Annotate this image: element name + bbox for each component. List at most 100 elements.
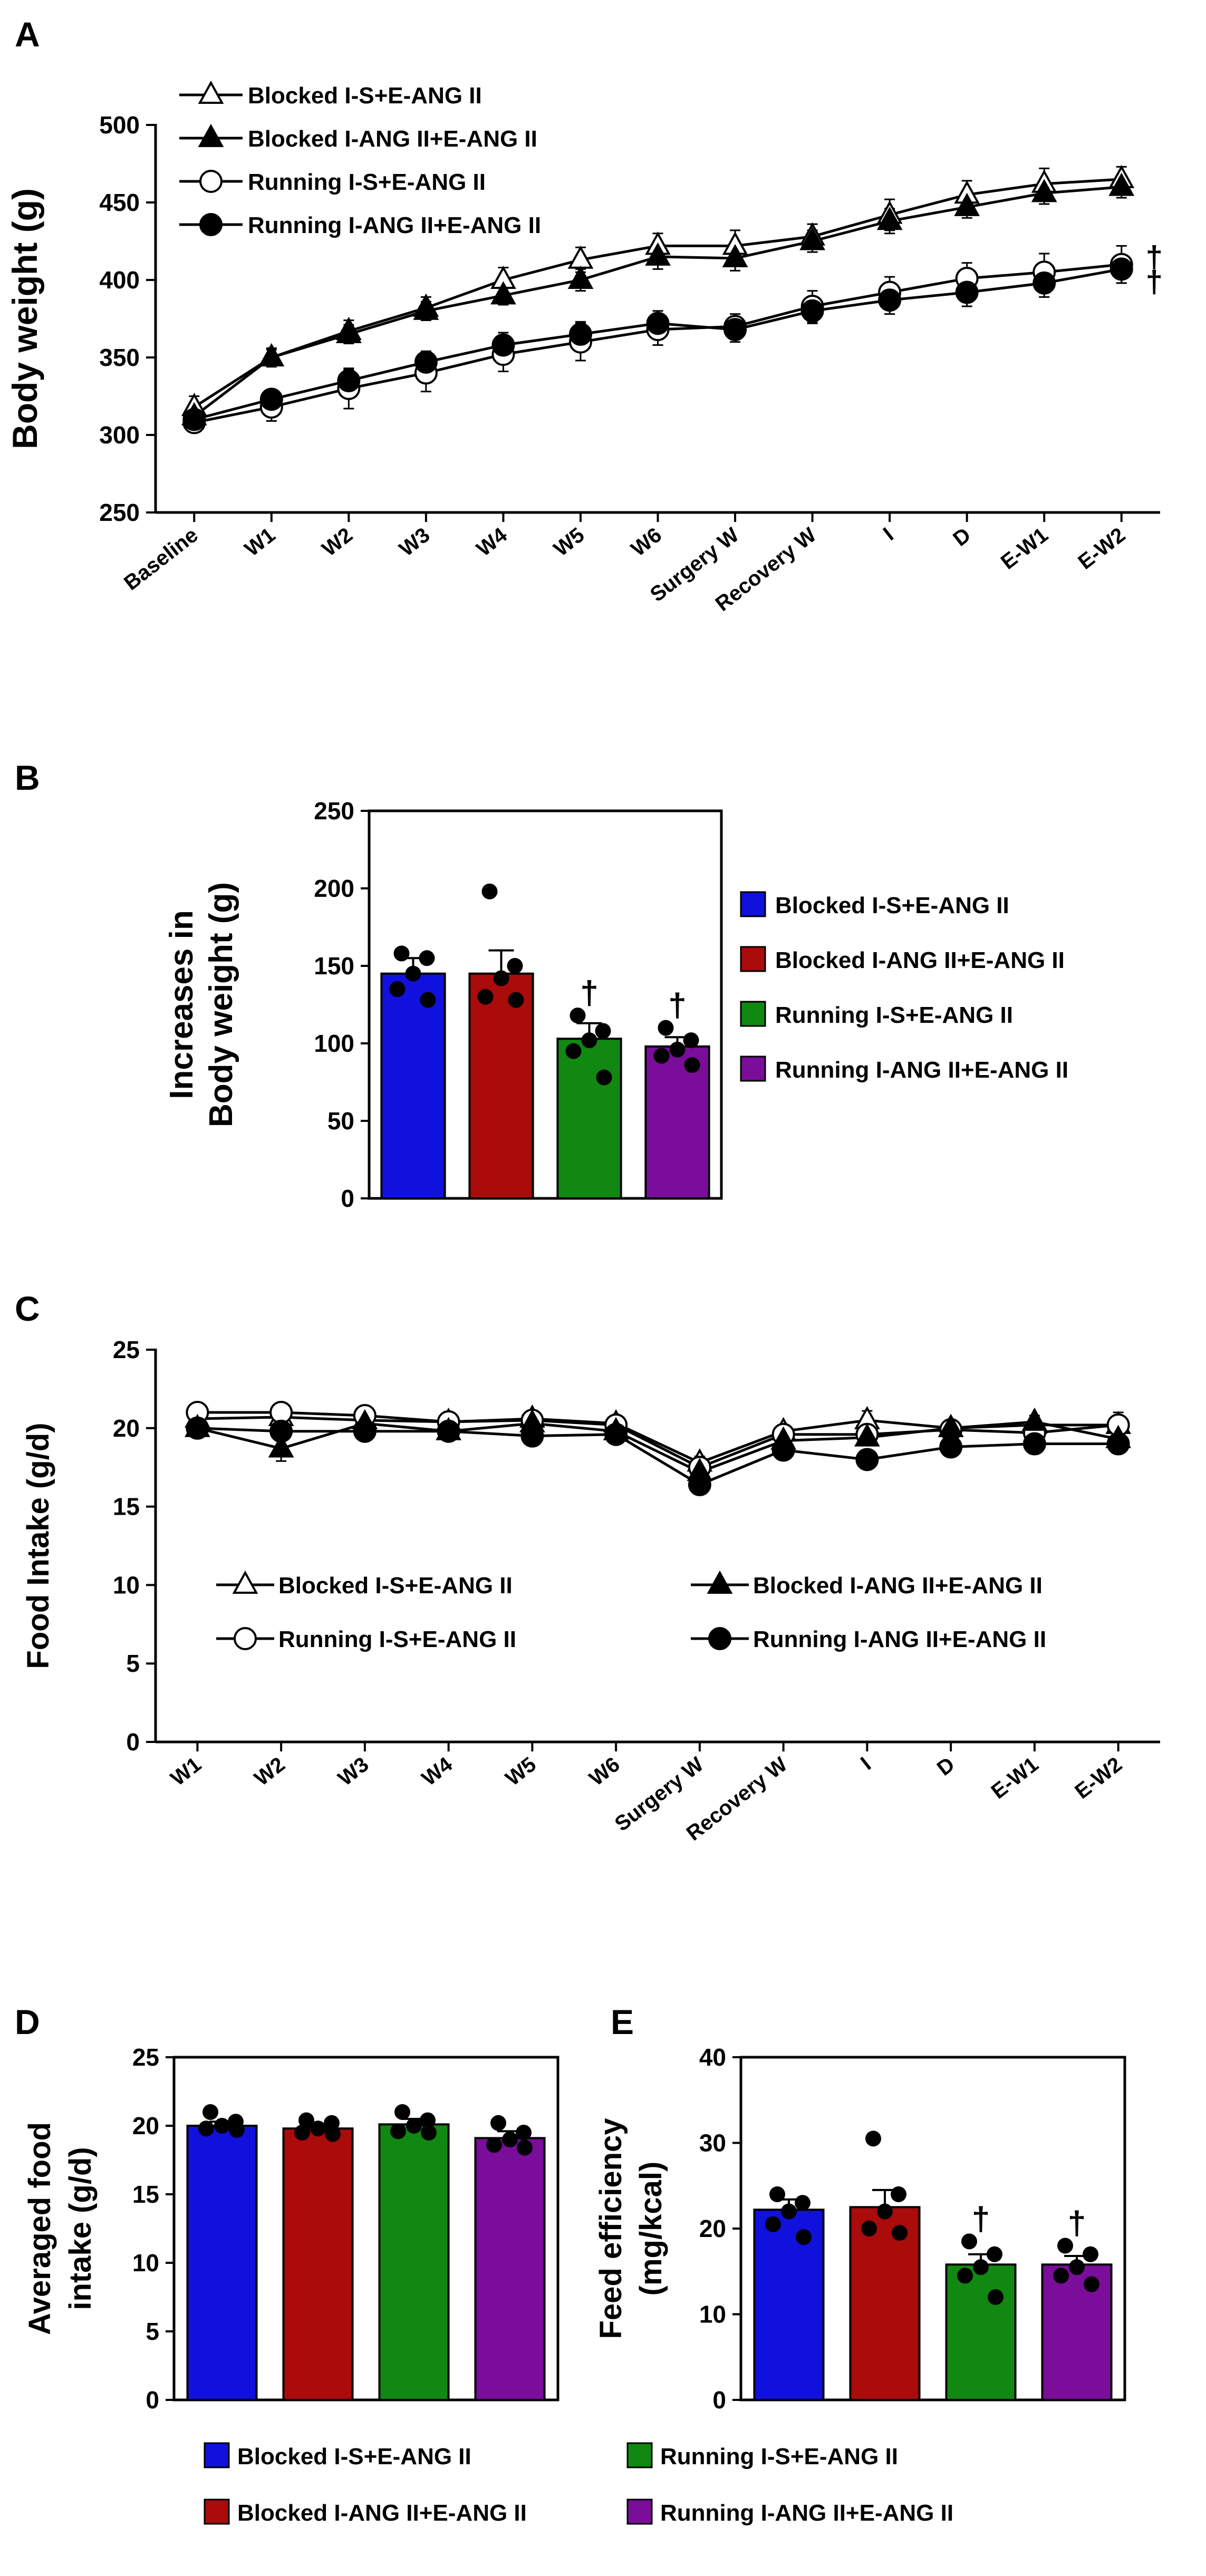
- panel-label-e: E: [611, 2002, 634, 2041]
- data-point: [855, 1448, 879, 1471]
- y-tick-label: 350: [99, 344, 140, 371]
- data-dot: [861, 2221, 877, 2236]
- data-dot: [421, 2125, 437, 2141]
- x-tick-label: D: [949, 523, 975, 550]
- legend-label: Blocked I-ANG II+E-ANG II: [248, 126, 537, 152]
- data-dot: [214, 2118, 230, 2134]
- data-point: [413, 296, 439, 320]
- y-tick-label: 30: [699, 2129, 726, 2157]
- data-point: [954, 192, 980, 216]
- data-dot: [389, 981, 406, 998]
- data-dot: [393, 945, 410, 962]
- y-tick-label: 250: [314, 797, 354, 825]
- legend-panel-de: Blocked I-S+E-ANG II Running I-S+E-ANG II…: [204, 2442, 953, 2526]
- legend-label: Blocked I-ANG II+E-ANG II: [753, 1573, 1043, 1599]
- y-tick-label: 15: [113, 1493, 140, 1521]
- data-dot: [796, 2229, 812, 2245]
- panel-label-c: C: [15, 1289, 40, 1328]
- x-tick-label: W2: [318, 523, 357, 561]
- data-point: [1031, 179, 1057, 202]
- x-tick-label: W3: [334, 1752, 373, 1790]
- data-point: [1108, 172, 1135, 196]
- y-tick-label: 15: [132, 2181, 159, 2208]
- data-point: [1109, 257, 1133, 281]
- legend-marker: [198, 80, 224, 104]
- legend-panel-b: Blocked I-S+E-ANG II Blocked I-ANG II+E-A…: [740, 891, 1068, 1083]
- legend-label: Running I-ANG II+E-ANG II: [660, 2500, 953, 2526]
- data-dot: [973, 2259, 989, 2275]
- data-point: [337, 369, 361, 393]
- data-dot: [581, 1032, 597, 1049]
- y-tick-label: 400: [99, 266, 140, 294]
- legend-label: Blocked I-S+E-ANG II: [237, 2444, 471, 2470]
- y-tick-label: 5: [126, 1650, 140, 1677]
- data-point: [645, 242, 671, 266]
- x-tick-label: W5: [501, 1752, 541, 1790]
- data-point: [722, 244, 748, 267]
- data-point: [259, 388, 283, 411]
- y-tick-label: 0: [146, 2386, 159, 2414]
- x-tick-label: W3: [395, 523, 434, 561]
- data-dot: [516, 2125, 532, 2141]
- legend-label: Running I-ANG II+E-ANG II: [248, 212, 541, 238]
- y-tick-label: 250: [99, 499, 140, 526]
- y-tick-label: 0: [126, 1728, 140, 1756]
- data-dot: [987, 2246, 1002, 2262]
- data-dot: [420, 992, 436, 1008]
- x-tick-label: W6: [627, 523, 666, 561]
- data-dot: [961, 2233, 977, 2250]
- y-tick-label: 20: [699, 2215, 726, 2242]
- y-tick-label: 0: [712, 2386, 726, 2414]
- legend-label: Blocked I-ANG II+E-ANG II: [237, 2500, 527, 2526]
- data-point: [1033, 271, 1056, 295]
- data-point: [258, 343, 285, 366]
- data-dot: [390, 2123, 406, 2139]
- data-dot: [477, 989, 494, 1005]
- data-dot: [781, 2203, 797, 2220]
- legend-swatch: [204, 2498, 230, 2525]
- significance-dagger: †: [972, 2201, 990, 2237]
- data-point: [646, 312, 670, 335]
- y-tick-label: 10: [113, 1571, 140, 1599]
- bar: [282, 2127, 354, 2401]
- y-tick-label: 25: [113, 1336, 140, 1363]
- data-dot: [294, 2125, 310, 2141]
- data-point: [414, 350, 438, 374]
- x-tick-label: W6: [585, 1752, 624, 1790]
- data-point: [854, 1423, 880, 1447]
- data-dot: [481, 883, 498, 899]
- series-line: [197, 1420, 1119, 1474]
- y-tick-label: 450: [99, 189, 140, 216]
- data-dot: [486, 2137, 502, 2153]
- data-dot: [669, 1041, 686, 1058]
- x-tick-label: E-W1: [987, 1752, 1043, 1803]
- data-dot: [394, 2104, 410, 2120]
- data-point: [688, 1473, 711, 1496]
- legend-marker: [199, 213, 223, 236]
- data-dot: [891, 2186, 906, 2202]
- legend-swatch: [740, 1055, 766, 1082]
- legend-label: Blocked I-S+E-ANG II: [248, 83, 482, 109]
- data-point: [568, 322, 592, 346]
- data-dot: [490, 2115, 506, 2131]
- legend-label: Running I-S+E-ANG II: [278, 1626, 516, 1652]
- bar: [474, 2137, 546, 2401]
- data-dot: [507, 958, 523, 974]
- panel-b-weight-increase-chart: 0 50 100 150 200 250 † † Increases in Body weight…: [163, 797, 723, 1212]
- data-dot: [229, 2122, 245, 2138]
- data-dot: [298, 2112, 314, 2128]
- y-tick-label: 500: [99, 111, 140, 139]
- legend-swatch: [626, 2442, 653, 2468]
- data-point: [800, 299, 824, 323]
- legend-label: Blocked I-S+E-ANG II: [278, 1573, 513, 1599]
- data-dot: [570, 1008, 586, 1024]
- x-tick-label: I: [856, 1752, 875, 1775]
- legend-marker: [708, 1627, 731, 1650]
- bar: [753, 2209, 825, 2401]
- x-tick-label: W1: [167, 1752, 206, 1790]
- y-tick-label: 200: [314, 875, 354, 902]
- data-dot: [406, 2118, 422, 2134]
- data-dot: [769, 2186, 785, 2202]
- data-point: [268, 1434, 294, 1458]
